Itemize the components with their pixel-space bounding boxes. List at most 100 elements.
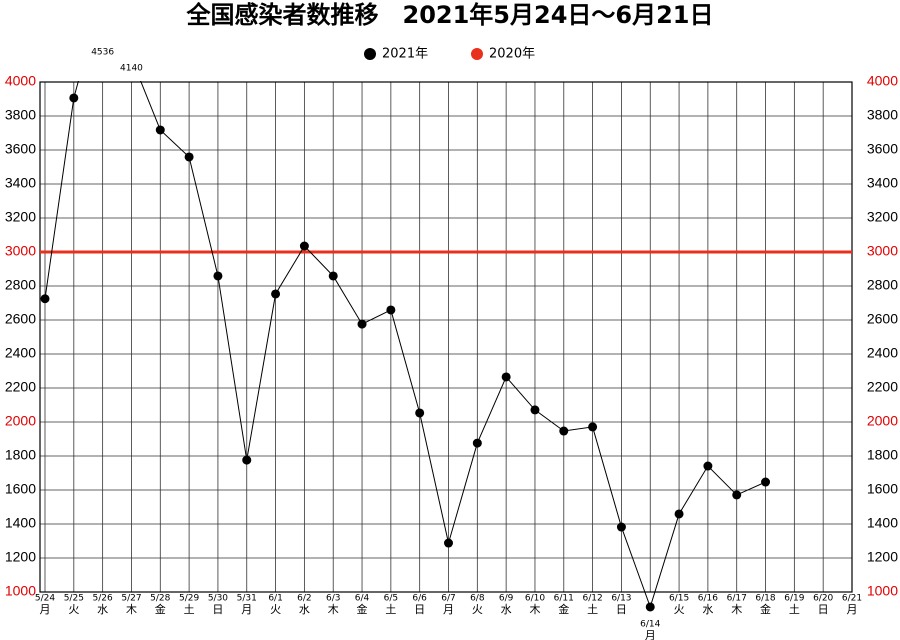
point — [761, 477, 771, 487]
weekday-label: 木 — [529, 603, 540, 616]
y-tick-label: 2200 — [5, 379, 36, 395]
weekday-label: 水 — [501, 603, 512, 616]
series — [40, 81, 771, 612]
y2-tick-label: 2600 — [867, 311, 898, 327]
weekday-label: 金 — [357, 602, 368, 616]
y2-tick-label: 1400 — [867, 515, 898, 531]
y2-tick-label: 3400 — [867, 175, 898, 191]
weekday-label: 日 — [414, 603, 425, 616]
point — [328, 271, 338, 281]
weekday-label: 水 — [97, 603, 108, 616]
y-tick-label: 2600 — [5, 311, 36, 327]
x-tick-label: 6/6 — [412, 594, 427, 604]
legend-marker — [364, 48, 376, 60]
y2-tick-label: 3800 — [867, 107, 898, 123]
y2-tick-label: 3200 — [867, 209, 898, 225]
y-tick-label: 3600 — [5, 141, 36, 157]
weekday-label: 月 — [443, 603, 454, 616]
y-tick-label: 3400 — [5, 175, 36, 191]
y2-tick-label: 3600 — [867, 141, 898, 157]
weekday-label: 土 — [184, 603, 195, 616]
x-tick-label: 5/28 — [150, 594, 170, 604]
value-label: 4536 — [91, 48, 114, 58]
point — [415, 408, 425, 418]
y-tick-label: 1600 — [5, 481, 36, 497]
weekday-label: 土 — [789, 603, 800, 616]
y-tick-label: 2000 — [5, 413, 36, 429]
weekday-label: 月 — [847, 603, 858, 616]
x-tick-label: 6/21 — [842, 594, 862, 604]
weekday-label: 木 — [328, 603, 339, 616]
value-label: 4140 — [120, 64, 143, 74]
y2-tick-label: 3000 — [867, 243, 898, 259]
x-tick-label: 6/11 — [554, 594, 574, 604]
weekday-label: 火 — [472, 603, 483, 616]
y2-tick-label: 1000 — [867, 583, 898, 599]
point — [184, 152, 194, 162]
weekday-label: 日 — [818, 603, 829, 616]
y2-tick-label: 1600 — [867, 481, 898, 497]
x-tick-label: 5/26 — [93, 594, 113, 604]
weekday-label: 火 — [674, 603, 685, 616]
point — [444, 538, 453, 548]
weekday-label: 金 — [760, 602, 771, 616]
weekday-label: 火 — [270, 603, 281, 616]
x-tick-label: 6/9 — [499, 594, 514, 604]
point — [155, 125, 165, 135]
weekday-label: 土 — [385, 603, 396, 616]
point — [645, 602, 655, 612]
weekday-label: 日 — [616, 603, 627, 616]
plot-frame — [39, 81, 853, 593]
x-tick-label: 6/15 — [669, 594, 689, 604]
x-tick-label: 6/3 — [326, 594, 340, 604]
point — [501, 372, 511, 382]
y2-tick-label: 2000 — [867, 413, 898, 429]
point — [271, 289, 281, 299]
y-tick-label: 3000 — [5, 243, 36, 259]
point — [559, 426, 569, 436]
y2-tick-label: 2400 — [867, 345, 898, 361]
y-tick-label: 3200 — [5, 209, 36, 225]
y-tick-label: 2400 — [5, 345, 36, 361]
x-tick-label: 6/7 — [441, 594, 455, 604]
x-tick-label: 6/2 — [297, 594, 311, 604]
point — [472, 438, 482, 448]
x-tick-label: 6/19 — [784, 594, 804, 604]
y2-tick-label: 2800 — [867, 277, 898, 293]
weekday-label: 月 — [241, 603, 252, 616]
point — [732, 490, 742, 500]
y2-tick-label: 2200 — [867, 379, 898, 395]
y-tick-label: 1400 — [5, 515, 36, 531]
weekday-label: 水 — [702, 603, 713, 616]
legend-marker — [471, 48, 483, 60]
weekday-label: 月 — [40, 603, 51, 616]
x-tick-label: 6/17 — [727, 594, 747, 604]
y2-tick-label: 1200 — [867, 549, 898, 565]
x-tick-label: 5/30 — [208, 594, 228, 604]
weekday-label: 金 — [558, 602, 569, 616]
y-tick-label: 1000 — [5, 583, 36, 599]
x-tick-label: 5/29 — [179, 594, 199, 604]
x-tick-label: 6/1 — [268, 594, 282, 604]
x-tick-label: 6/16 — [698, 594, 718, 604]
y-tick-label: 1800 — [5, 447, 36, 463]
weekday-label: 金 — [155, 602, 166, 616]
x-tick-label: 6/10 — [525, 594, 545, 604]
y-tick-label: 4000 — [5, 73, 36, 89]
weekday-label: 木 — [731, 603, 742, 616]
weekday-label: 日 — [212, 603, 223, 616]
point — [703, 461, 713, 471]
x-tick-label: 5/24 — [35, 594, 55, 604]
point — [674, 509, 684, 519]
x-tick-label: 6/18 — [755, 594, 775, 604]
point — [530, 405, 540, 415]
weekday-label: 木 — [126, 603, 137, 616]
line — [44, 81, 766, 609]
point — [299, 241, 309, 251]
point — [213, 271, 223, 281]
y-tick-label: 1200 — [5, 549, 36, 565]
x-tick-label: 5/31 — [237, 594, 257, 604]
point — [242, 455, 252, 465]
weekday-label: 火 — [68, 603, 79, 616]
